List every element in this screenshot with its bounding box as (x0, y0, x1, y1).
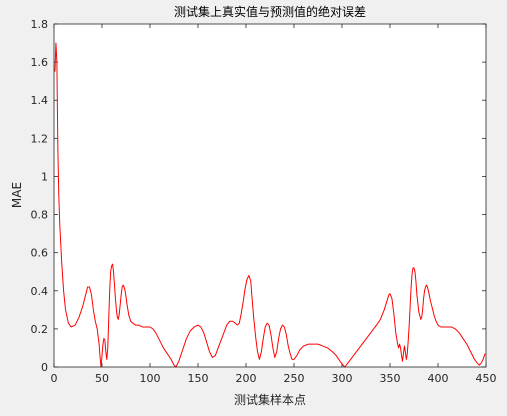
y-tick-label: 1.4 (31, 94, 49, 107)
x-tick-label: 350 (380, 372, 401, 385)
y-tick-label: 1.2 (31, 132, 49, 145)
plot-area (54, 24, 486, 367)
y-tick-label: 0.6 (31, 247, 49, 260)
series-line-1 (54, 42, 486, 368)
x-tick-label: 100 (140, 372, 161, 385)
x-tick-label: 200 (236, 372, 257, 385)
x-axis-label: 测试集样本点 (234, 392, 306, 407)
x-tick-label: 250 (284, 372, 305, 385)
y-tick-label: 1 (41, 170, 48, 183)
x-tick-label: 400 (428, 372, 449, 385)
y-axis-label: MAE (10, 182, 24, 208)
y-tick-label: 0 (41, 361, 48, 374)
x-tick-label: 150 (188, 372, 209, 385)
y-tick-label: 0.2 (31, 323, 49, 336)
y-tick-label: 1.6 (31, 56, 49, 69)
chart-title: 测试集上真实值与预测值的绝对误差 (174, 4, 366, 19)
y-tick-label: 1.8 (31, 18, 49, 31)
x-tick-label: 0 (51, 372, 58, 385)
y-tick-label: 0.4 (31, 285, 49, 298)
x-tick-label: 50 (95, 372, 109, 385)
ticks-layer: 0 50 100 150 200 250 300 350 400 450 0 0.2 0.4 0.6 0.8… (31, 18, 497, 385)
axes-box (53, 23, 487, 368)
x-tick-label: 450 (476, 372, 497, 385)
x-tick-label: 300 (332, 372, 353, 385)
y-tick-label: 0.8 (31, 209, 49, 222)
series-layer (54, 42, 486, 368)
